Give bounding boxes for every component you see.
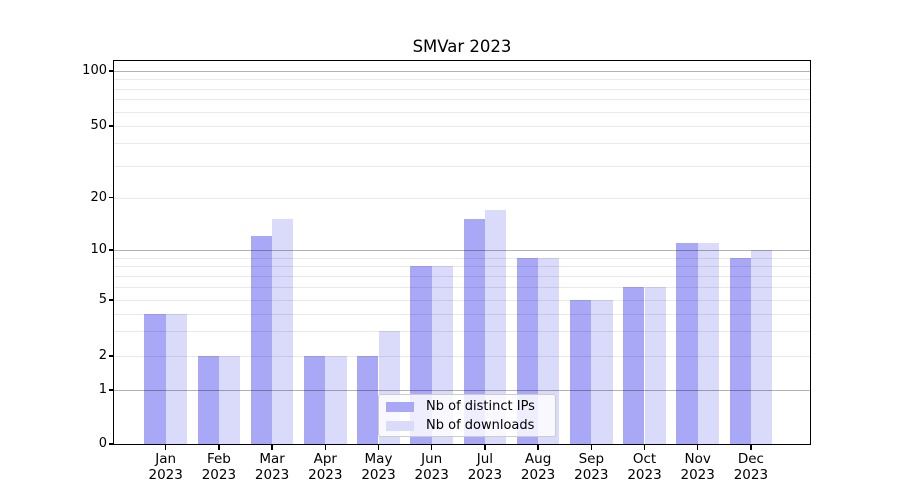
bar — [250, 236, 273, 444]
gridline-major — [114, 390, 810, 392]
x-tick-mark — [324, 445, 326, 450]
x-tick-label: Sep 2023 — [574, 451, 609, 483]
bar — [272, 219, 294, 444]
gridline-minor — [114, 300, 810, 301]
x-tick-label: Aug 2023 — [520, 451, 556, 483]
x-tick-mark — [431, 445, 433, 450]
gridline-minor — [114, 356, 810, 357]
x-tick-mark — [643, 445, 646, 450]
x-tick-mark — [750, 445, 752, 450]
bar — [325, 356, 347, 444]
bar — [644, 286, 666, 444]
gridline-minor — [114, 275, 810, 277]
gridline-minor — [114, 257, 810, 259]
gridline-minor — [114, 111, 810, 113]
legend: Nb of distinct IPs Nb of downloads — [378, 394, 556, 437]
bar — [676, 242, 698, 444]
bar — [304, 356, 326, 444]
bar — [729, 257, 751, 444]
plot-area — [114, 61, 810, 444]
x-tick-label: Jul 2023 — [467, 451, 503, 483]
gridline-minor — [114, 313, 810, 315]
x-tick-label: Dec 2023 — [733, 451, 769, 483]
y-tick-label: 5 — [98, 292, 107, 307]
x-tick-mark — [218, 445, 220, 450]
x-tick-mark — [377, 445, 380, 450]
x-tick-label: May 2023 — [361, 451, 396, 483]
x-tick-mark — [697, 445, 699, 450]
gridline-minor — [114, 331, 810, 333]
x-tick-label: Feb 2023 — [201, 451, 237, 483]
x-tick-label: Oct 2023 — [627, 451, 662, 483]
gridline-minor — [114, 286, 810, 288]
bar — [357, 356, 379, 444]
y-tick-mark — [108, 197, 114, 199]
chart-title: SMVar 2023 — [412, 37, 512, 56]
x-tick-label: Mar 2023 — [254, 451, 290, 483]
gridline-minor — [114, 79, 810, 81]
y-tick-label: 20 — [90, 189, 107, 205]
bar — [144, 313, 166, 444]
x-tick-label: Nov 2023 — [680, 451, 715, 483]
x-tick-mark — [271, 445, 273, 450]
bar — [623, 286, 645, 444]
x-tick-label: Apr 2023 — [308, 451, 343, 483]
bar — [570, 300, 592, 444]
y-tick-mark — [108, 443, 114, 445]
x-tick-mark — [590, 445, 592, 450]
y-tick-mark — [108, 249, 114, 251]
y-tick-mark — [108, 125, 114, 127]
legend-swatch-distinct-ips — [386, 401, 414, 412]
gridline-minor — [114, 126, 810, 127]
gridline-minor — [114, 143, 810, 145]
legend-label-downloads: Nb of downloads — [426, 418, 535, 433]
gridline-minor — [114, 99, 810, 101]
legend-label-distinct-ips: Nb of distinct IPs — [426, 399, 535, 414]
x-tick-label: Jan 2023 — [148, 451, 183, 483]
y-tick-label: 50 — [90, 118, 107, 133]
y-tick-mark — [108, 389, 114, 391]
bar — [591, 300, 613, 444]
bar — [463, 219, 485, 444]
bar — [197, 356, 219, 444]
bar — [750, 250, 773, 444]
y-tick-mark — [108, 355, 114, 357]
bar — [165, 313, 187, 444]
y-tick-mark — [108, 299, 114, 301]
y-tick-mark — [108, 70, 114, 72]
y-tick-label: 2 — [98, 348, 107, 363]
gridline-major — [114, 250, 810, 252]
y-tick-label: 1 — [98, 382, 107, 397]
gridline-minor — [114, 165, 810, 167]
legend-swatch-downloads — [386, 420, 414, 431]
legend-item-downloads: Nb of downloads — [386, 418, 548, 433]
bar — [697, 242, 719, 444]
gridline-major — [114, 71, 810, 73]
y-tick-label: 10 — [90, 242, 107, 257]
x-tick-mark — [484, 445, 486, 450]
bar — [218, 356, 241, 444]
gridline-minor — [114, 266, 810, 268]
y-tick-label: 100 — [82, 63, 107, 78]
y-tick-label: 0 — [98, 436, 107, 451]
gridline-minor — [114, 88, 810, 90]
legend-item-distinct-ips: Nb of distinct IPs — [386, 399, 548, 414]
gridline-minor — [114, 197, 810, 199]
x-tick-mark — [537, 445, 539, 450]
bar — [484, 209, 507, 444]
x-tick-label: Jun 2023 — [414, 451, 449, 483]
x-tick-mark — [165, 445, 167, 450]
